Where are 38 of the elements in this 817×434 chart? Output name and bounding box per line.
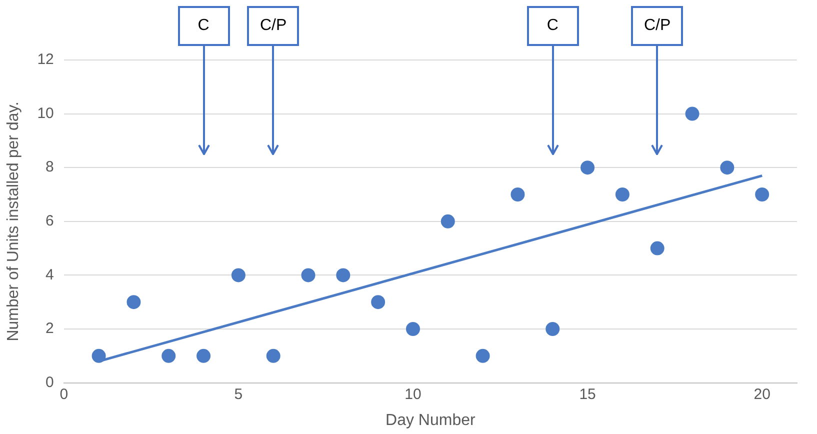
y-tick-label: 8	[46, 158, 54, 176]
point	[301, 268, 316, 282]
point	[231, 268, 246, 282]
x-tick-label: 15	[579, 386, 596, 403]
y-tick-label: 12	[37, 51, 54, 68]
x-tick-label: 20	[754, 386, 770, 403]
point	[126, 295, 141, 310]
point	[510, 188, 525, 202]
x-tick-label: 10	[404, 386, 422, 403]
point	[406, 322, 420, 336]
point	[476, 348, 490, 363]
point	[546, 322, 560, 336]
ref-line-label: C	[526, 6, 579, 46]
y-tick-label: 10	[37, 104, 54, 122]
x-axis-title: Day Number	[386, 412, 476, 429]
point	[650, 241, 664, 256]
ref-line-label: C/P	[247, 6, 300, 46]
point	[162, 348, 176, 363]
point	[440, 214, 455, 228]
x-tick-label: 5	[234, 386, 243, 403]
ref-line-label: C/P	[631, 6, 684, 46]
point	[720, 160, 734, 175]
y-tick-label: 6	[46, 212, 54, 230]
y-tick-label: 4	[46, 266, 54, 284]
point	[615, 188, 630, 202]
x-tick-label: 0	[60, 386, 68, 403]
point	[371, 295, 386, 310]
point	[685, 106, 700, 121]
ref-line-label: C	[178, 6, 230, 46]
point	[266, 348, 280, 363]
point	[92, 348, 106, 363]
y-axis-title: Number of Units installed per day.	[5, 101, 22, 342]
y-tick-label: 0	[46, 374, 54, 391]
point	[580, 160, 595, 175]
point	[336, 268, 350, 282]
y-tick-label: 2	[46, 320, 54, 338]
point	[755, 188, 770, 202]
point	[196, 348, 211, 363]
